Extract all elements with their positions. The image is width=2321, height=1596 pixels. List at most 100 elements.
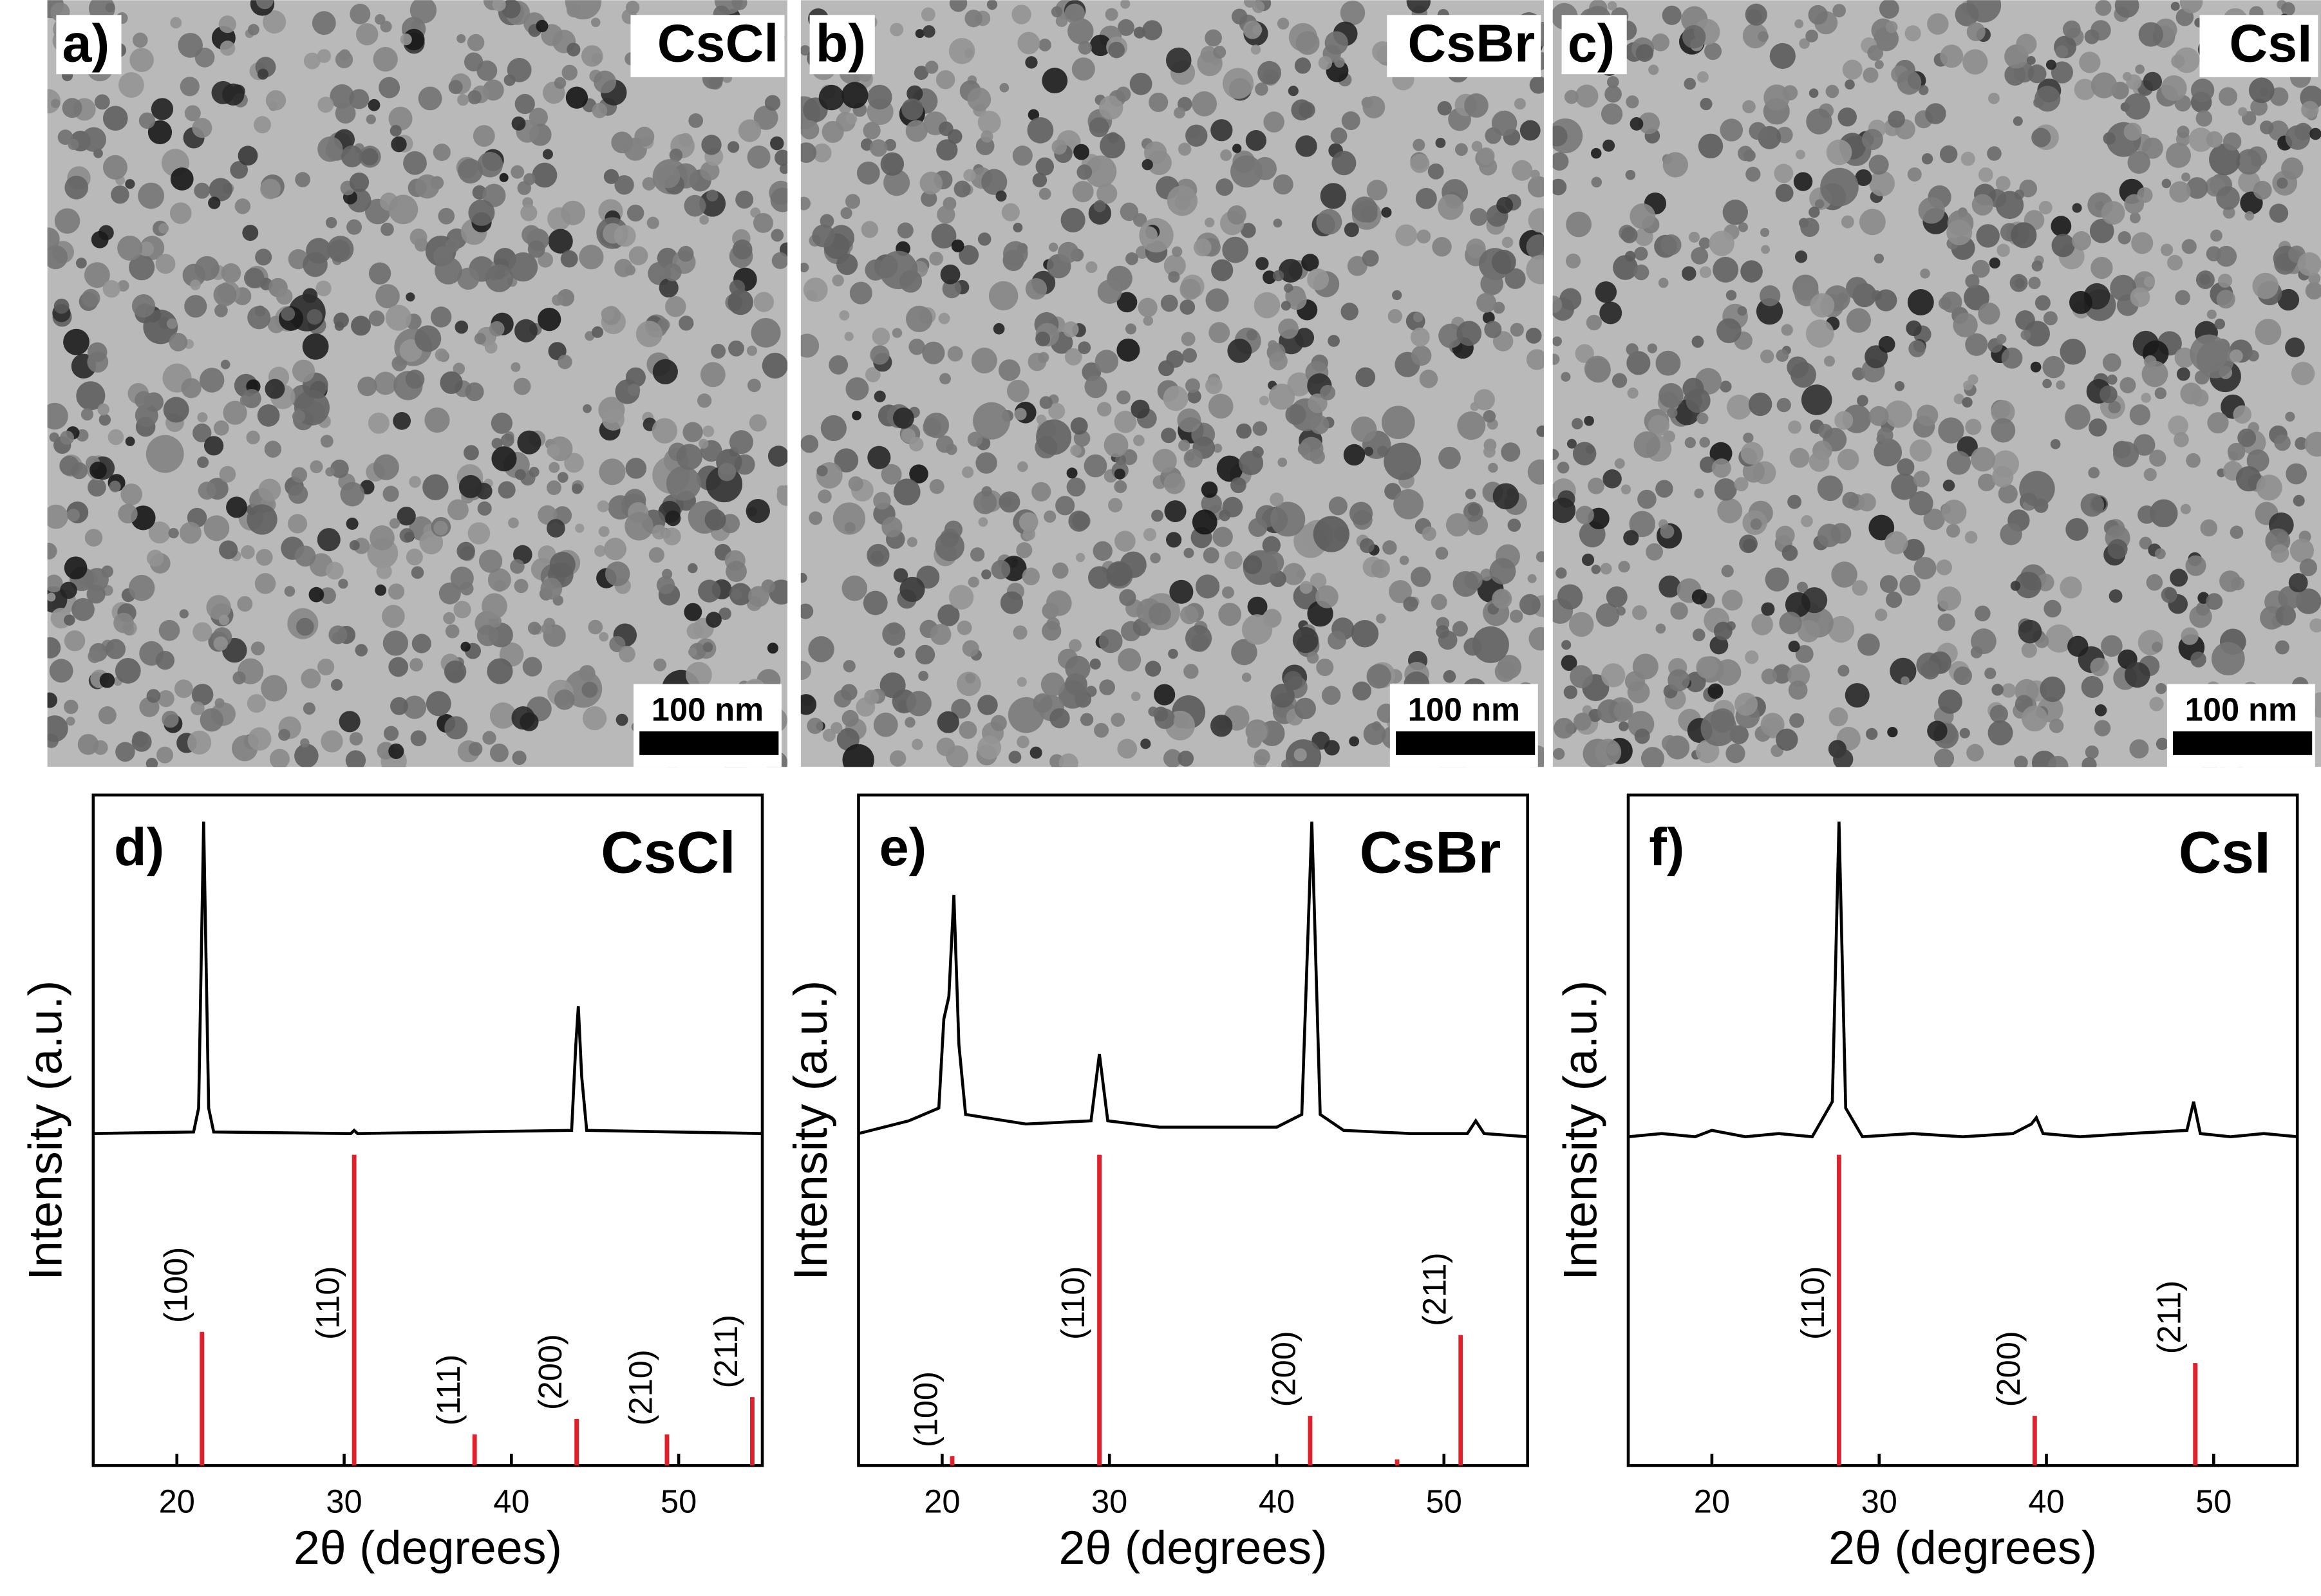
particle — [1463, 637, 1482, 656]
particle — [1841, 215, 1854, 229]
particle — [841, 709, 859, 727]
particle — [1691, 335, 1704, 348]
particle — [1834, 411, 1854, 430]
particle — [102, 280, 120, 298]
particle — [522, 657, 542, 677]
particle — [1068, 511, 1090, 532]
particle — [1227, 205, 1246, 225]
particle — [532, 162, 558, 188]
particle — [2214, 318, 2226, 330]
particle — [168, 527, 179, 539]
particle — [453, 362, 465, 375]
particle — [1040, 672, 1065, 697]
particle — [2129, 404, 2151, 426]
particle — [440, 371, 463, 394]
particle — [706, 189, 719, 202]
particle — [2010, 581, 2021, 591]
particle — [1117, 19, 1135, 36]
particle — [438, 582, 461, 605]
particle — [292, 359, 315, 382]
particle — [1868, 514, 1895, 541]
particle — [1051, 6, 1063, 17]
particle — [2167, 254, 2183, 271]
particle — [704, 509, 726, 530]
particle — [1210, 715, 1233, 737]
particle — [852, 410, 862, 420]
particle — [1071, 57, 1095, 81]
particle — [915, 644, 935, 665]
particle — [67, 509, 80, 522]
particle — [1964, 285, 1989, 311]
particle — [840, 207, 852, 220]
particle — [2101, 635, 2123, 657]
particle — [549, 552, 576, 578]
particle — [89, 462, 107, 479]
particle — [1187, 389, 1201, 404]
particle — [1920, 268, 1930, 279]
particle — [1070, 444, 1082, 456]
particle — [880, 152, 905, 176]
particle — [1584, 415, 1594, 426]
particle — [1953, 312, 1978, 338]
particle — [151, 98, 174, 120]
particle — [1213, 444, 1223, 453]
particle — [1076, 164, 1093, 180]
particle — [1411, 567, 1431, 587]
particle — [1272, 270, 1284, 281]
particle — [1863, 67, 1879, 83]
particle — [1466, 238, 1486, 258]
particle — [1287, 372, 1311, 397]
particle — [84, 529, 103, 547]
particle — [184, 105, 201, 122]
particle — [905, 717, 916, 728]
particle — [1940, 44, 1964, 68]
particle — [931, 223, 957, 249]
particle — [1011, 5, 1031, 24]
particle — [848, 476, 863, 491]
particle — [1066, 477, 1086, 497]
particle — [1268, 383, 1295, 410]
particle — [1575, 84, 1599, 108]
particle — [1292, 627, 1319, 653]
particle — [1395, 224, 1418, 247]
particle — [1785, 592, 1810, 617]
particle — [1625, 169, 1636, 180]
particle — [1903, 538, 1925, 561]
particle — [834, 448, 859, 473]
particle — [1660, 234, 1682, 256]
particle — [1891, 473, 1918, 500]
particle — [242, 225, 259, 241]
particle — [80, 408, 94, 421]
panel-title: CsCl — [601, 820, 736, 886]
particle — [2289, 538, 2315, 563]
particle — [2299, 558, 2317, 577]
particle — [49, 432, 59, 442]
particle — [1221, 586, 1234, 599]
particle — [1909, 491, 1933, 516]
particle — [1971, 194, 1994, 216]
particle — [800, 45, 811, 56]
particle — [2135, 64, 2145, 74]
particle — [125, 179, 135, 189]
particle — [634, 126, 655, 147]
particle — [108, 429, 124, 446]
particle — [1510, 323, 1524, 337]
particle — [929, 251, 943, 266]
particle — [663, 263, 682, 281]
particle — [1788, 641, 1800, 653]
reference-label: (210) — [623, 1349, 659, 1425]
particle — [1031, 482, 1051, 502]
particle — [482, 183, 506, 207]
particle — [199, 368, 225, 393]
particle — [1721, 565, 1734, 577]
particle — [447, 499, 469, 521]
particle — [652, 524, 667, 540]
particle — [2285, 337, 2305, 357]
particle — [1048, 402, 1066, 420]
particle — [1997, 243, 2010, 258]
particle — [1038, 38, 1051, 52]
particle — [2269, 87, 2289, 106]
particle — [1772, 664, 1792, 684]
particle — [157, 690, 174, 708]
particle — [1971, 259, 1990, 278]
